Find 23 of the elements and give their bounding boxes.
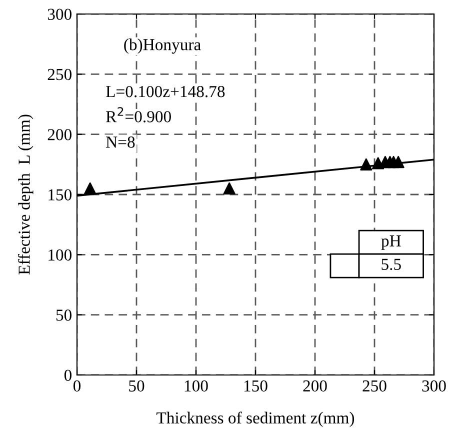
x-tick-label: 300 bbox=[422, 380, 446, 392]
annotation: L=0.100z+148.78 bbox=[106, 86, 225, 98]
annotation: 5.5 bbox=[382, 258, 401, 270]
point bbox=[223, 182, 236, 195]
x-tick-label: 200 bbox=[303, 380, 327, 392]
y-axis-title: Effective depth L (mm) bbox=[18, 114, 34, 275]
x-tick-label: 250 bbox=[362, 380, 386, 392]
x-tick-label: 100 bbox=[184, 380, 208, 392]
y-tick-label: 0 bbox=[64, 370, 72, 381]
annotation: N=8 bbox=[106, 136, 135, 148]
y-tick-label: 150 bbox=[48, 189, 72, 200]
annotation: pH bbox=[381, 235, 401, 250]
x-tick-label: 150 bbox=[244, 380, 268, 392]
annotation: (b)Honyura bbox=[124, 38, 201, 54]
y-tick-label: 300 bbox=[48, 8, 72, 20]
x-tick-label: 50 bbox=[129, 380, 144, 392]
y-tick-label: 100 bbox=[48, 249, 72, 261]
x-axis-title: Thickness of sediment z(mm) bbox=[156, 412, 354, 427]
y-tick-label: 200 bbox=[48, 129, 72, 140]
annotation: R$^{2}$=0.900 bbox=[106, 107, 171, 122]
y-tick-label: 50 bbox=[56, 310, 72, 321]
x-tick-label: 0 bbox=[73, 380, 81, 392]
y-tick-label: 250 bbox=[48, 68, 72, 80]
